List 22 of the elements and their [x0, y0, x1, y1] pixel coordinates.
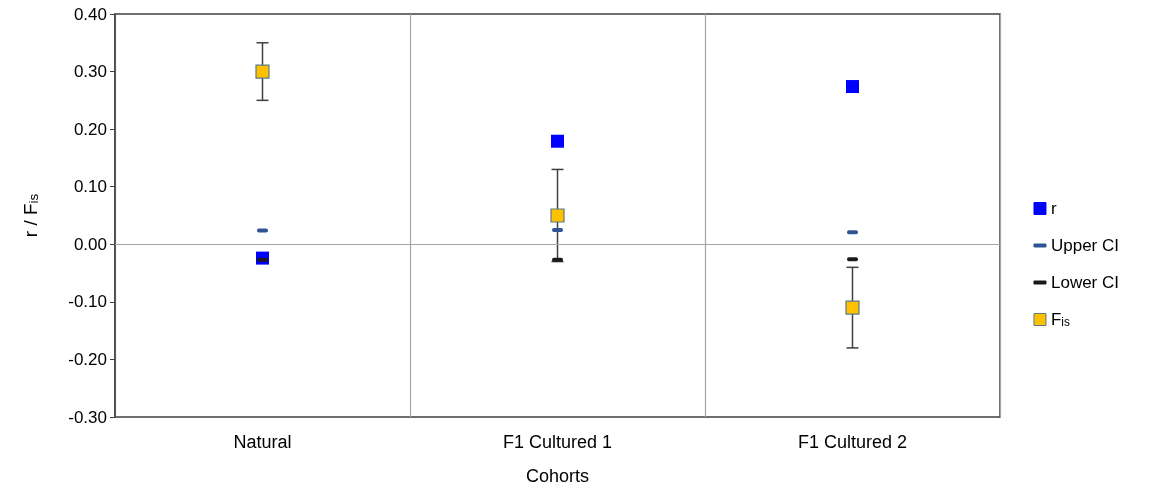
- point: [255, 64, 270, 79]
- y-tick-label: -0.20: [68, 349, 107, 369]
- y-tick-label: 0.20: [73, 119, 107, 139]
- legend-label: r: [1050, 199, 1057, 218]
- legend-label: Lower CI: [1050, 273, 1120, 292]
- y-tick-label: -0.10: [68, 292, 107, 312]
- x-tick-label: Natural: [233, 432, 292, 452]
- y-tick-label: -0.30: [68, 407, 107, 427]
- x-axis-title: Cohorts: [525, 466, 590, 486]
- legend-label: Upper CI: [1050, 236, 1120, 255]
- x-tick-label: F1 Cultured 1: [502, 432, 613, 452]
- point: [845, 300, 860, 315]
- y-tick-label: 0.00: [73, 234, 107, 254]
- point: [550, 208, 565, 223]
- y-tick-label: 0.10: [73, 177, 107, 197]
- point: [551, 134, 564, 148]
- y-tick-label: 0.30: [73, 62, 107, 82]
- y-tick-label: 0.40: [73, 4, 107, 24]
- point: [846, 80, 859, 94]
- x-tick-label: F1 Cultured 2: [797, 432, 908, 452]
- y-axis-title: r / Fis: [19, 193, 41, 238]
- legend-label: Fis: [1050, 310, 1070, 330]
